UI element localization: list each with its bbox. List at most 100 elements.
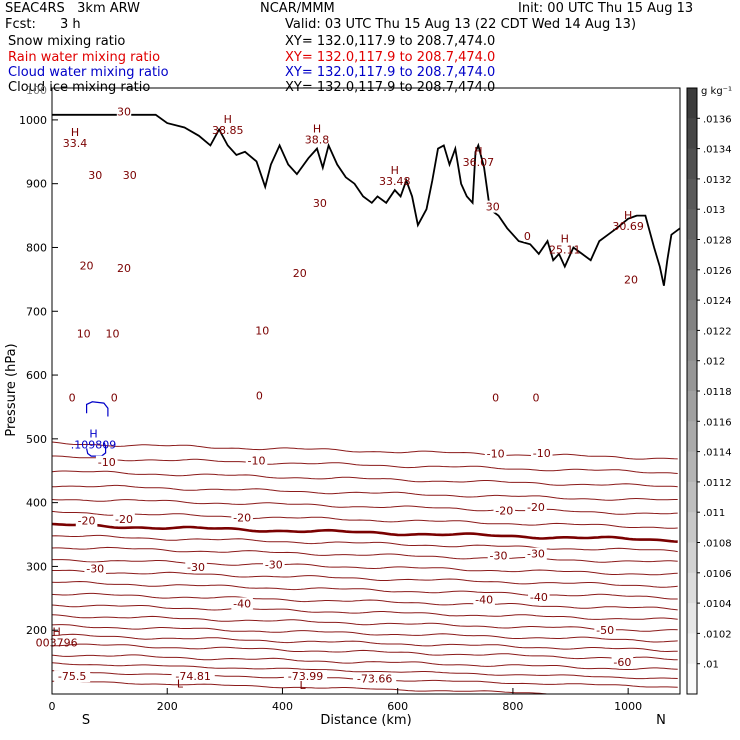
- contour-label-bg: [473, 593, 495, 606]
- temperature-contour--35: [52, 604, 678, 620]
- contour-label: 30: [117, 106, 131, 119]
- extremum-mark: H: [313, 123, 321, 136]
- extremum-value: 003796: [36, 636, 78, 649]
- y-tick-label: 500: [26, 433, 47, 446]
- contour-label: -20: [527, 501, 545, 514]
- temperature-contour--60: [52, 654, 678, 670]
- y-axis-label: Pressure (hPa): [4, 343, 19, 436]
- direction-north: N: [656, 713, 666, 728]
- y-tick-label: 900: [26, 178, 47, 191]
- contour-label: -30: [86, 562, 104, 575]
- temperature-contour--55: [52, 643, 678, 661]
- contour-label: -73.99: [288, 670, 323, 683]
- colorbar-tick-label: .011: [703, 508, 725, 519]
- x-tick-label: 400: [272, 700, 293, 713]
- colorbar-tick-label: .0116: [703, 417, 732, 428]
- contour-label: 10: [255, 324, 269, 337]
- contour-label: -40: [233, 597, 251, 610]
- init-time: Init: 00 UTC Thu 15 Aug 13: [518, 1, 694, 16]
- colorbar-tick-label: .0136: [703, 114, 732, 125]
- contour-label-bg: [292, 266, 307, 279]
- contour-label-bg: [493, 504, 516, 517]
- colorbar-segment: [687, 421, 697, 453]
- contour-label: -30: [265, 559, 283, 572]
- y-tick-label: 400: [26, 497, 47, 510]
- contour-label: -40: [475, 594, 493, 607]
- colorbar-unit: g kg⁻¹: [701, 86, 732, 97]
- org-label: NCAR/MMM: [260, 1, 335, 16]
- temperature-contour--5: [52, 534, 678, 553]
- axes: 0 200 400 600 800 100020030040050060070080090…: [19, 84, 642, 713]
- contour-label: -20: [115, 513, 133, 526]
- contour-label: 20: [293, 267, 307, 280]
- y-tick-label: 800: [26, 241, 47, 254]
- contour-label-bg: [105, 327, 120, 340]
- contour-label: -74.81: [175, 670, 210, 683]
- contour-label: -73.66: [357, 673, 392, 686]
- contour-label: 0: [69, 391, 76, 404]
- contour-label-bg: [528, 591, 550, 604]
- colorbar-tick-label: .01: [703, 660, 719, 671]
- colorbar-tick-label: .0104: [703, 599, 732, 610]
- contour-label-bg: [487, 549, 510, 562]
- contour-label: 0: [524, 230, 531, 243]
- extremum-mark: H: [391, 164, 399, 177]
- contour-label-bg: [79, 259, 94, 272]
- contour-label-bg: [611, 656, 634, 669]
- y-tick-label: 300: [26, 560, 47, 573]
- temperature-contour--10: [52, 546, 678, 563]
- colorbar-tick-label: .0122: [703, 326, 732, 337]
- colorbar-tick-label: .0134: [703, 145, 732, 156]
- contour-label: -75.5: [58, 670, 86, 683]
- contour-label: 20: [624, 273, 638, 286]
- extremum-value: 30.69: [612, 220, 644, 233]
- extremum-value: 25.11: [549, 243, 581, 256]
- field-rain-name: Rain water mixing ratio: [8, 50, 161, 65]
- cloud-water-contour: [85, 401, 109, 417]
- contour-label-bg: [255, 324, 270, 337]
- colorbar-segment: [687, 451, 697, 483]
- temperature-contour--50: [52, 633, 678, 653]
- contour-label-bg: [122, 168, 137, 181]
- x-tick-label: 600: [387, 700, 408, 713]
- contour-label-bg: [283, 670, 328, 683]
- temperature-contour--75: [52, 680, 632, 694]
- extremum-value: 36.07: [463, 156, 495, 169]
- temperature-contour--30: [52, 592, 678, 611]
- field-rain-xy: XY= 132.0,117.9 to 208.7,474.0: [285, 50, 496, 65]
- y-tick-label: 1000: [19, 114, 47, 127]
- colorbar-segment: [687, 603, 697, 634]
- contour-labels: -75.5 -74.81 -73.99 -73.66 -60 -50 -40 -40 -40 -3…: [54, 105, 639, 686]
- contour-label-bg: [485, 200, 500, 213]
- colorbar-tick-label: .0106: [703, 569, 732, 580]
- colorbar-segment: [687, 360, 697, 392]
- terrain-profile: [52, 113, 681, 286]
- colorbar-tick-label: .0102: [703, 629, 732, 640]
- contour-label-bg: [245, 454, 268, 467]
- colorbar: g kg⁻¹ .0136 .0134 .0132 .013 .0128 .0126 .0124…: [686, 86, 732, 695]
- contour-label-bg: [353, 672, 397, 685]
- colorbar-tick-label: .0112: [703, 478, 732, 489]
- temperature-contour-20: [52, 470, 678, 488]
- colorbar-segment: [687, 572, 697, 604]
- temperature-contour-15: [52, 484, 678, 501]
- contour-label: -40: [530, 591, 548, 604]
- temperature-contour-0: [52, 522, 678, 543]
- colorbar-segment: [687, 300, 697, 331]
- colorbar-segment: [687, 88, 697, 119]
- y-tick-label: 700: [26, 305, 47, 318]
- extremum-mark: H: [71, 126, 79, 139]
- colorbar-tick-label: .0118: [703, 387, 732, 398]
- colorbar-segment: [687, 663, 697, 695]
- contour-label-bg: [532, 391, 540, 404]
- contour-label-bg: [54, 670, 91, 683]
- contour-label-bg: [231, 511, 253, 524]
- contour-label: 20: [117, 262, 131, 275]
- x-axis-label: Distance (km): [320, 713, 411, 728]
- temperature-contour--40: [52, 614, 678, 632]
- extremum-mark: H: [624, 209, 632, 222]
- contour-label: 0: [111, 391, 118, 404]
- contour-label-bg: [594, 624, 616, 637]
